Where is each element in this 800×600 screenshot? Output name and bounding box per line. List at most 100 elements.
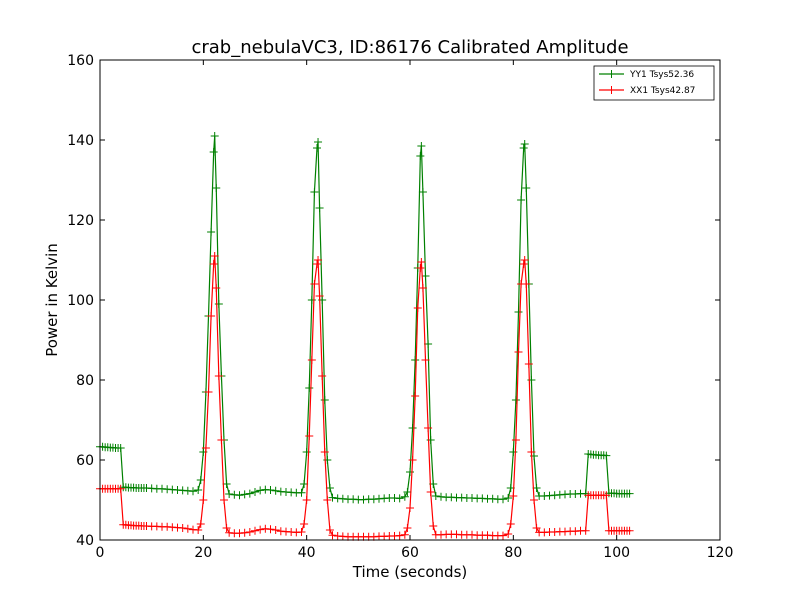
- series-0-point: [240, 490, 249, 499]
- series-0-point: [210, 132, 219, 140]
- series-1-point: [222, 524, 231, 532]
- series-0-point: [251, 488, 259, 496]
- series-0-point: [328, 493, 337, 502]
- series-0-point: [314, 138, 323, 146]
- series-1-point: [328, 531, 337, 540]
- x-tick-label: 60: [401, 545, 419, 561]
- y-tick-label: 100: [67, 293, 94, 309]
- series-0-point: [116, 444, 125, 452]
- series-1-point: [212, 284, 221, 292]
- series-1-point: [520, 256, 529, 264]
- y-tick-label: 120: [67, 213, 94, 229]
- x-tick-label: 120: [707, 545, 734, 561]
- legend-marker: [607, 70, 616, 78]
- series-1-point: [625, 526, 634, 535]
- series-1-point: [418, 284, 427, 292]
- x-tick-label: 80: [504, 545, 522, 561]
- series-layer: [96, 132, 634, 541]
- series-1-point: [509, 492, 518, 500]
- series-0-point: [225, 490, 234, 498]
- series-0-point: [245, 489, 254, 498]
- series-0-point: [417, 142, 426, 150]
- series-0-point: [271, 486, 280, 495]
- series-1-point: [314, 256, 323, 264]
- series-1-point: [417, 258, 426, 266]
- series-1-point: [220, 496, 228, 504]
- series-1-point: [519, 260, 528, 268]
- series-0-point: [602, 451, 611, 460]
- series-0-point: [256, 486, 265, 495]
- series-1-point: [245, 528, 254, 536]
- tick-labels: 0 20 40 60 80 100 120 40 60 80 100 120 140 160: [67, 53, 733, 561]
- series-0-point: [625, 489, 634, 498]
- series-1-point: [300, 520, 309, 528]
- series-0-point: [196, 476, 205, 484]
- series-1-point: [315, 292, 324, 300]
- y-tick-label: 160: [67, 53, 94, 69]
- series-0-point: [189, 487, 197, 496]
- series-0-point: [209, 148, 218, 156]
- series-1-point: [511, 436, 520, 444]
- series-0-point: [212, 184, 221, 192]
- series-0-point: [305, 384, 314, 392]
- series-0-point: [395, 494, 404, 503]
- series-1-point: [426, 488, 435, 496]
- series-1-point: [506, 520, 515, 528]
- series-1-point: [530, 496, 538, 504]
- y-tick-label: 140: [67, 133, 94, 149]
- series-0-point: [222, 480, 231, 488]
- series-1-point: [411, 392, 420, 400]
- x-tick-label: 20: [194, 545, 212, 561]
- series-1-point: [271, 526, 280, 534]
- x-tick-label: 0: [96, 545, 105, 561]
- series-0-point: [522, 184, 531, 192]
- legend-item-0: YY1 Tsys52.36: [599, 70, 694, 80]
- y-tick-label: 60: [76, 453, 94, 469]
- series-1-point: [209, 260, 218, 268]
- series-1-point: [323, 496, 332, 504]
- legend-item-1: XX1 Tsys42.87: [599, 86, 695, 96]
- series-1-point: [524, 360, 533, 368]
- series-1-point: [602, 491, 611, 500]
- series-0-point: [400, 492, 409, 501]
- y-tick-label: 80: [76, 373, 94, 389]
- series-1-point: [514, 348, 523, 356]
- series-0-point: [302, 448, 311, 456]
- series-0-point: [511, 396, 520, 404]
- series-1-point: [266, 525, 275, 534]
- series-1-point: [406, 504, 414, 512]
- series-1-point: [395, 531, 404, 540]
- series-1-point: [256, 525, 265, 534]
- series-1-point: [214, 372, 223, 380]
- series-0: [96, 132, 634, 504]
- series-1-point: [325, 526, 334, 534]
- series-0-point: [310, 188, 319, 196]
- series-1-point: [581, 526, 590, 535]
- series-1-point: [194, 526, 203, 534]
- series-1-point: [307, 356, 316, 364]
- series-0-point: [297, 488, 306, 497]
- plot-area: [96, 59, 721, 541]
- series-0-point: [411, 356, 420, 364]
- series-1-point: [240, 528, 249, 537]
- series-0-point: [421, 272, 430, 280]
- y-tick-label: 40: [76, 533, 94, 549]
- chart-title: crab_nebulaVC3, ID:86176 Calibrated Ampl…: [191, 37, 628, 58]
- series-0-point: [406, 468, 414, 476]
- legend: YY1 Tsys52.36 XX1 Tsys42.87: [593, 65, 715, 101]
- series-1-point: [302, 496, 311, 504]
- series-0-point: [416, 152, 425, 160]
- series-1-point: [204, 388, 213, 396]
- series-1-point: [251, 526, 259, 535]
- series-1-point: [201, 444, 210, 452]
- y-axis-title: Power in Kelvin: [43, 243, 61, 357]
- series-0-point: [504, 494, 513, 502]
- series-1-point: [297, 528, 306, 536]
- legend-label: XX1 Tsys42.87: [630, 86, 695, 96]
- series-1-point: [207, 312, 216, 320]
- series-1-point: [416, 264, 425, 272]
- series-0-point: [266, 486, 275, 494]
- series-1-point: [305, 432, 314, 440]
- series-1-point: [318, 372, 327, 380]
